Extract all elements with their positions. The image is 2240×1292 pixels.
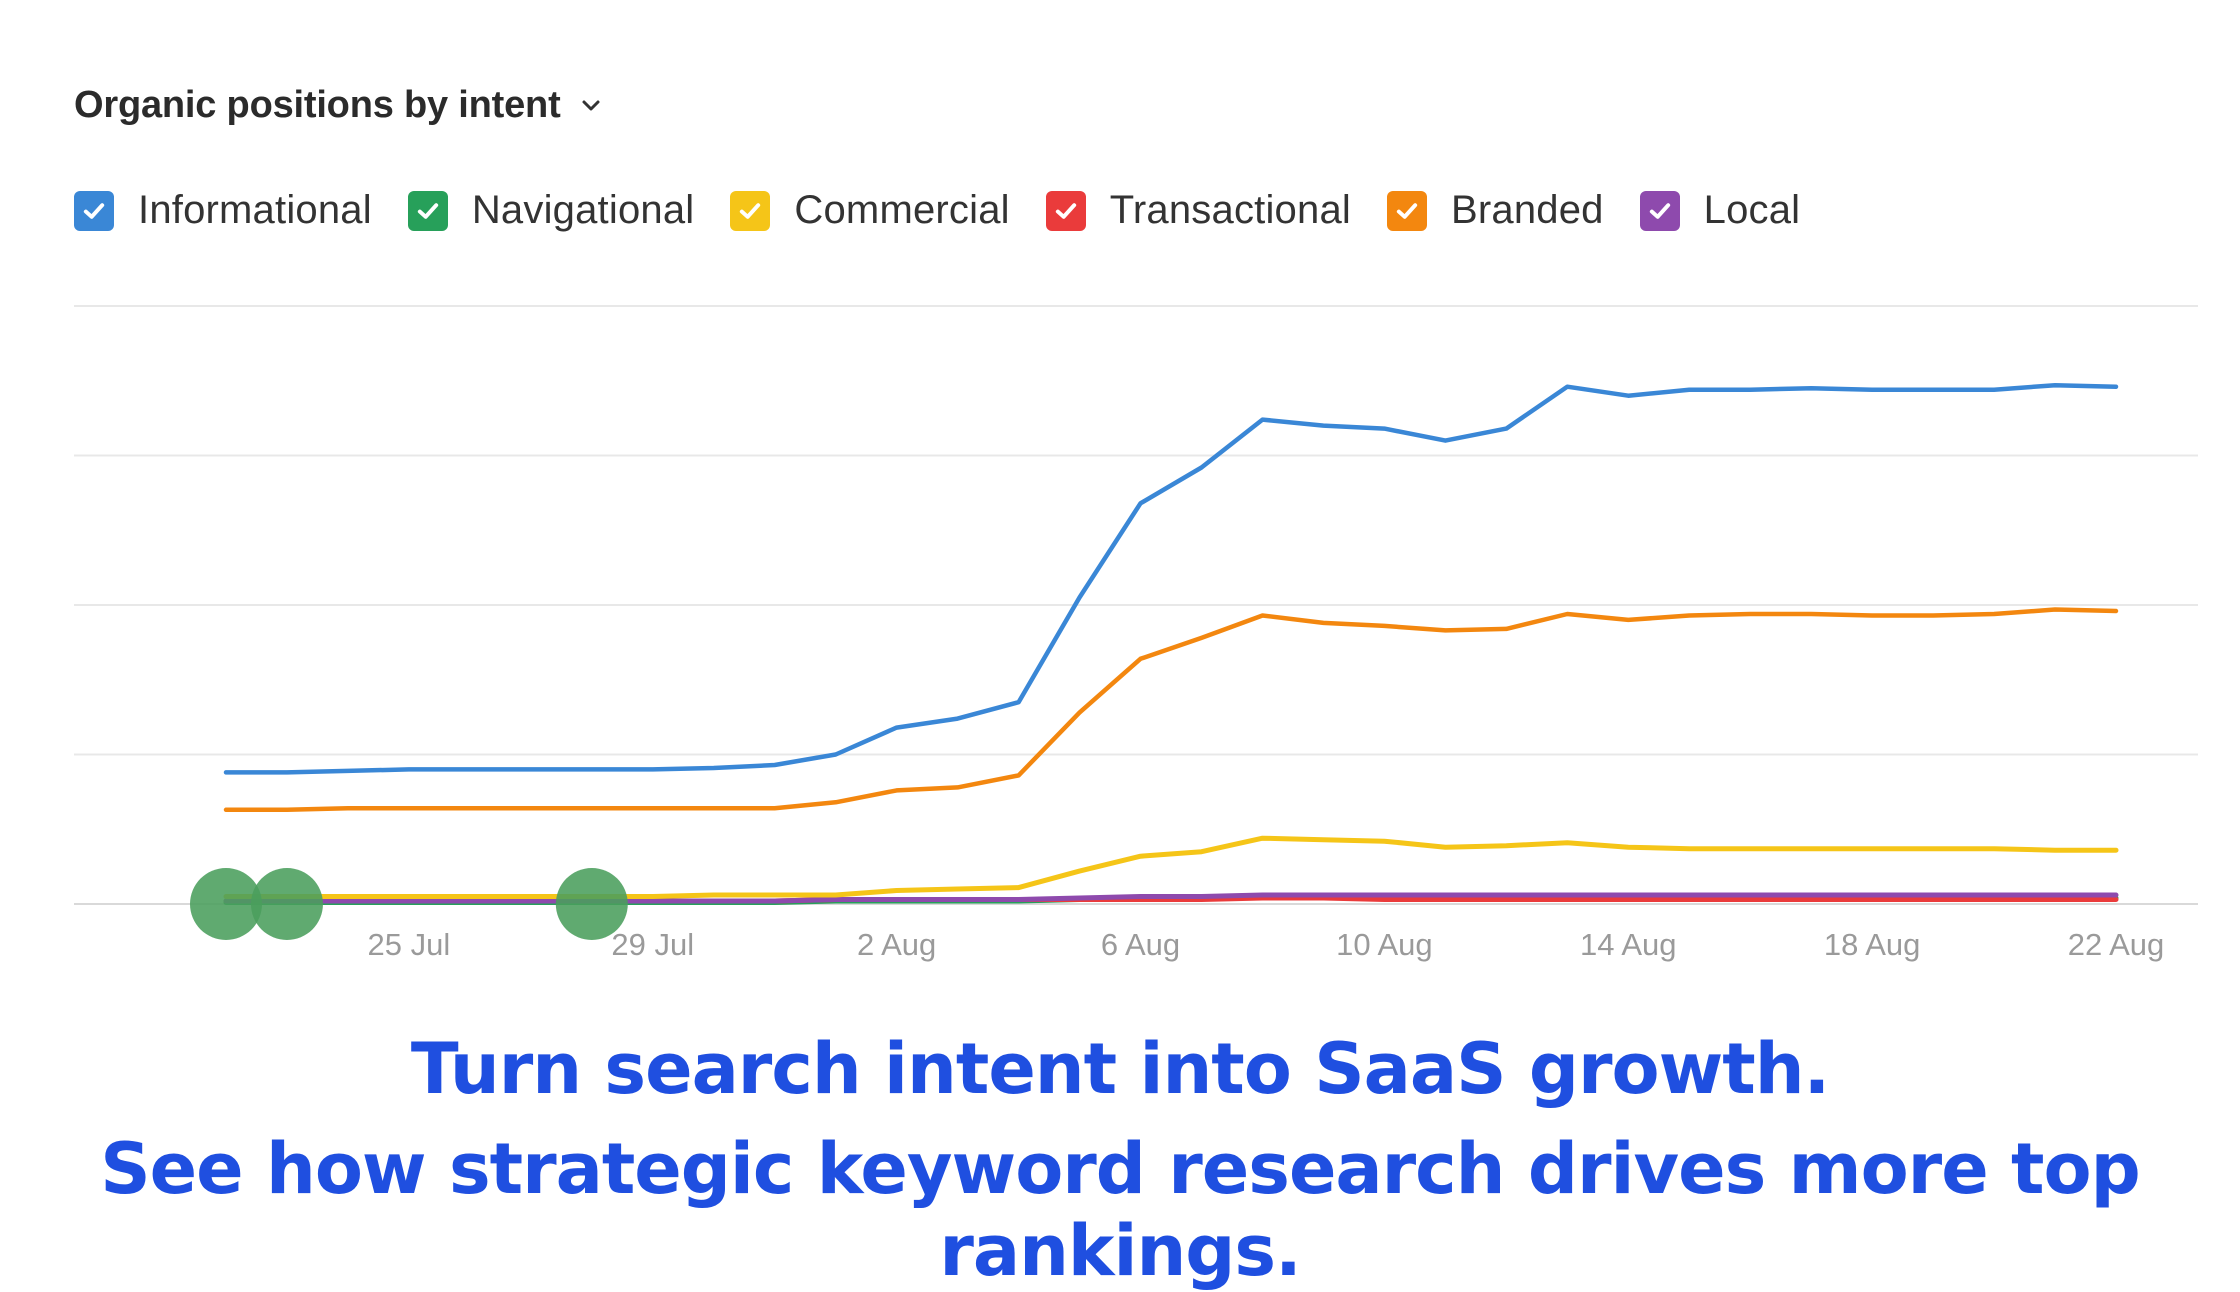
legend-item-local[interactable]: Local <box>1639 188 1801 233</box>
chevron-down-icon <box>582 100 600 110</box>
legend-item-navigational[interactable]: Navigational <box>407 188 695 233</box>
line-chart: 25 Jul 29 Jul 2 Aug 6 Aug 10 Aug 14 Aug 18 Aug… <box>74 305 2198 962</box>
tagline-line-2: See how strategic keyword research drive… <box>100 1128 2140 1292</box>
series-line-local <box>223 892 2119 904</box>
x-tick-label: 6 Aug <box>1101 927 1180 962</box>
x-tick-label: 14 Aug <box>1580 927 1677 962</box>
legend-item-commercial[interactable]: Commercial <box>730 188 1010 233</box>
checkbox-checked-icon[interactable] <box>1386 190 1427 231</box>
x-tick-label: 25 Jul <box>368 927 451 962</box>
legend-label: Local <box>1703 188 1801 232</box>
legend-item-informational[interactable]: Informational <box>74 188 372 233</box>
series-line-commercial <box>223 835 2119 899</box>
x-tick-label: 2 Aug <box>857 927 936 962</box>
checkbox-checked-icon[interactable] <box>1639 190 1680 231</box>
x-tick-label: 18 Aug <box>1824 927 1921 962</box>
annotation-marker <box>190 868 262 940</box>
chart-title: Organic positions by intent <box>74 84 561 126</box>
x-tick-label: 10 Aug <box>1336 927 1433 962</box>
legend-label: Branded <box>1450 188 1604 232</box>
chart-title-dropdown[interactable]: Organic positions by intent <box>74 84 603 127</box>
x-tick-label: 22 Aug <box>2068 927 2165 962</box>
legend: Informational Navigational Commercial Trans… <box>74 188 1836 233</box>
legend-label: Informational <box>138 188 372 232</box>
legend-label: Navigational <box>471 188 695 232</box>
legend-label: Commercial <box>794 188 1010 232</box>
checkbox-checked-icon[interactable] <box>407 190 448 231</box>
legend-label: Transactional <box>1109 188 1351 232</box>
checkbox-checked-icon[interactable] <box>730 190 771 231</box>
series-line-informational <box>223 382 2119 775</box>
checkbox-checked-icon[interactable] <box>74 190 114 231</box>
annotation-marker <box>250 868 323 940</box>
legend-item-transactional[interactable]: Transactional <box>1045 188 1351 233</box>
legend-item-branded[interactable]: Branded <box>1386 188 1604 233</box>
annotation-marker <box>555 868 628 940</box>
tagline-line-1: Turn search intent into SaaS growth. <box>410 1028 1830 1110</box>
x-tick-label: 29 Jul <box>611 927 694 962</box>
series-line-branded <box>223 607 2119 813</box>
checkbox-checked-icon[interactable] <box>1045 190 1086 231</box>
